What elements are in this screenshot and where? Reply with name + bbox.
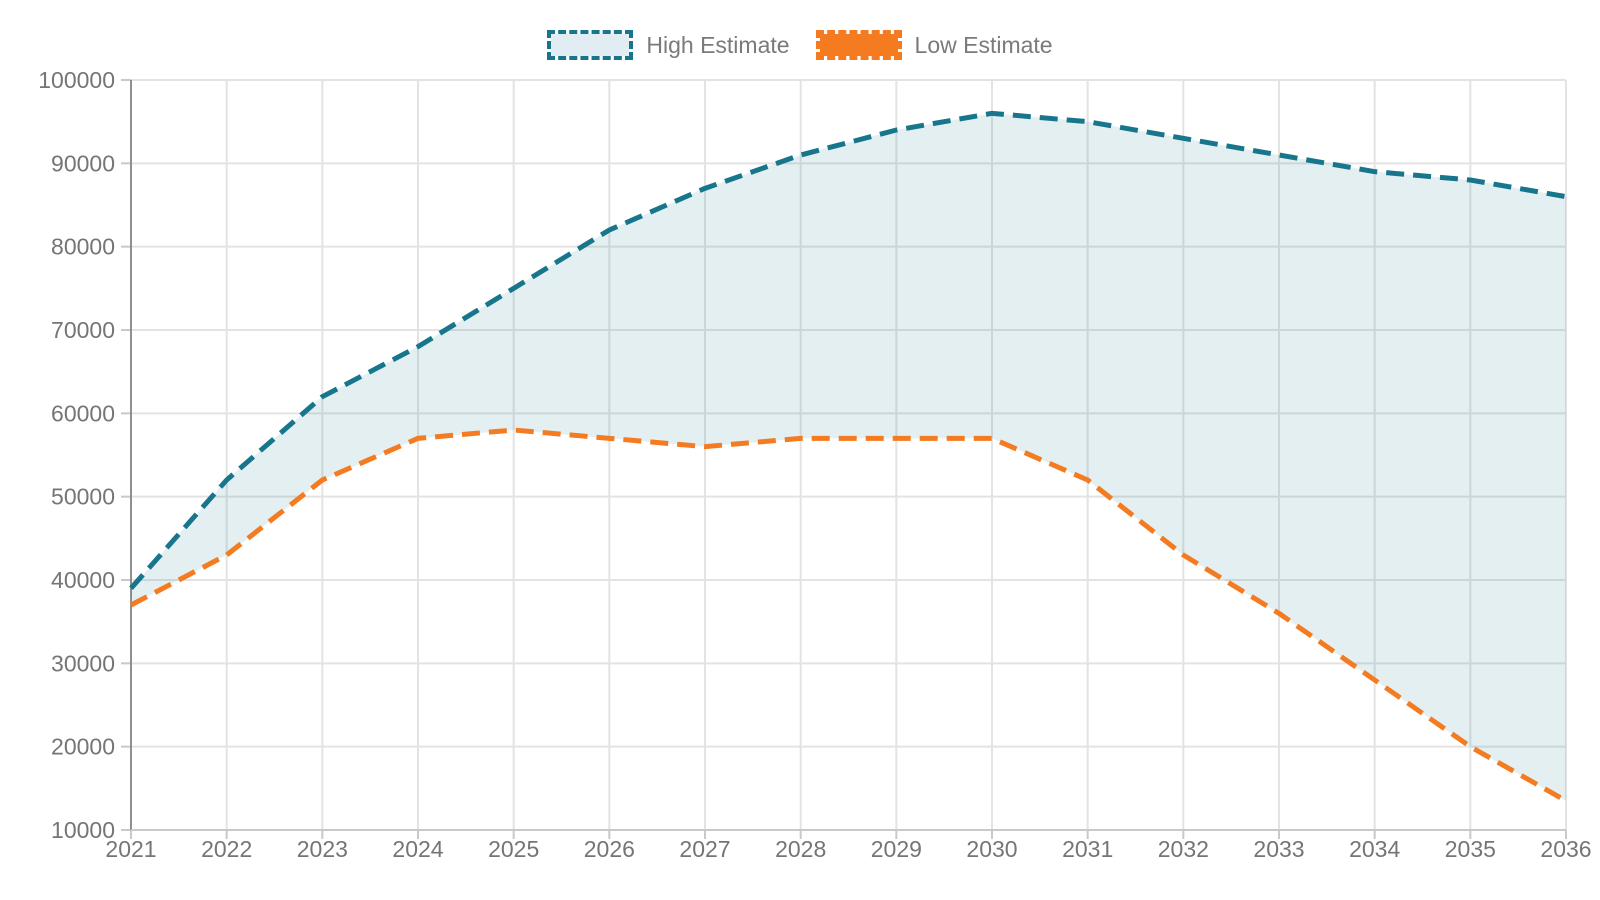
legend-item-low-estimate[interactable]: Low Estimate bbox=[815, 30, 1053, 60]
legend-label-high-estimate: High Estimate bbox=[646, 31, 790, 58]
y-tick-label: 80000 bbox=[51, 234, 115, 260]
high-estimate-swatch-icon bbox=[547, 30, 634, 60]
legend: High Estimate Low Estimate bbox=[0, 30, 1600, 60]
y-tick-label: 60000 bbox=[51, 400, 115, 426]
y-tick-label: 40000 bbox=[51, 567, 115, 593]
x-tick-label: 2036 bbox=[1540, 836, 1591, 862]
low-estimate-line bbox=[129, 427, 1568, 804]
x-tick-label: 2023 bbox=[297, 836, 348, 862]
y-tick-label: 20000 bbox=[51, 734, 115, 760]
y-tick-label: 10000 bbox=[51, 817, 115, 843]
x-tick-label: 2035 bbox=[1445, 836, 1496, 862]
x-tick-label: 2031 bbox=[1062, 836, 1113, 862]
x-tick-label: 2033 bbox=[1253, 836, 1304, 862]
x-tick-label: 2028 bbox=[775, 836, 826, 862]
y-tick-label: 50000 bbox=[51, 484, 115, 510]
low-estimate-swatch-icon bbox=[815, 30, 902, 60]
legend-item-high-estimate[interactable]: High Estimate bbox=[547, 30, 790, 60]
x-tick-label: 2029 bbox=[871, 836, 922, 862]
y-tick-label: 30000 bbox=[51, 650, 115, 676]
y-tick-label: 90000 bbox=[51, 150, 115, 176]
x-tick-label: 2025 bbox=[488, 836, 539, 862]
x-tick-label: 2024 bbox=[392, 836, 443, 862]
estimate-band-fill bbox=[131, 113, 1566, 801]
x-tick-label: 2026 bbox=[584, 836, 635, 862]
x-tick-label: 2022 bbox=[201, 836, 252, 862]
high-estimate-line bbox=[129, 110, 1567, 590]
x-tick-label: 2034 bbox=[1349, 836, 1400, 862]
x-tick-label: 2030 bbox=[966, 836, 1017, 862]
x-tick-label: 2021 bbox=[105, 836, 156, 862]
x-tick-label: 2032 bbox=[1158, 836, 1209, 862]
x-tick-label: 2027 bbox=[679, 836, 730, 862]
y-tick-label: 100000 bbox=[38, 67, 115, 93]
legend-label-low-estimate: Low Estimate bbox=[914, 31, 1053, 58]
y-tick-label: 70000 bbox=[51, 317, 115, 343]
